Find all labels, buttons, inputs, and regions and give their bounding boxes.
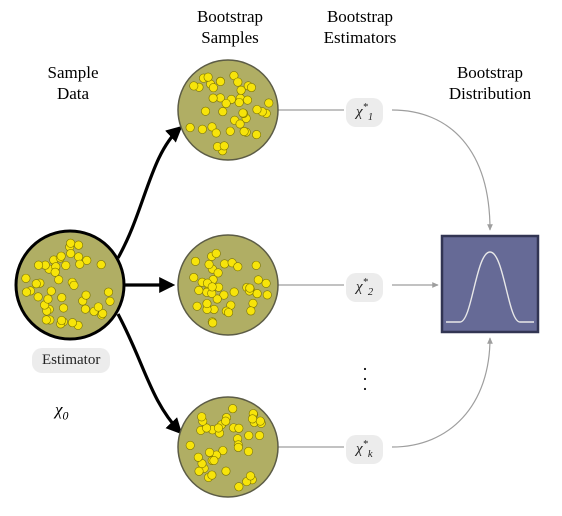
estimator-lines xyxy=(278,110,344,447)
resample-arrows xyxy=(118,128,180,432)
circles xyxy=(16,60,278,497)
chi0-label: χ0 xyxy=(55,378,68,424)
diagram-canvas xyxy=(0,0,562,516)
distribution-box xyxy=(442,236,538,332)
estimator-badge: Estimator xyxy=(32,348,110,373)
vertical-dots-icon: ··· xyxy=(362,365,368,395)
chik-badge: χ*k xyxy=(346,435,383,464)
chi1-badge: χ*1 xyxy=(346,98,383,127)
chi2-badge: χ*2 xyxy=(346,273,383,302)
